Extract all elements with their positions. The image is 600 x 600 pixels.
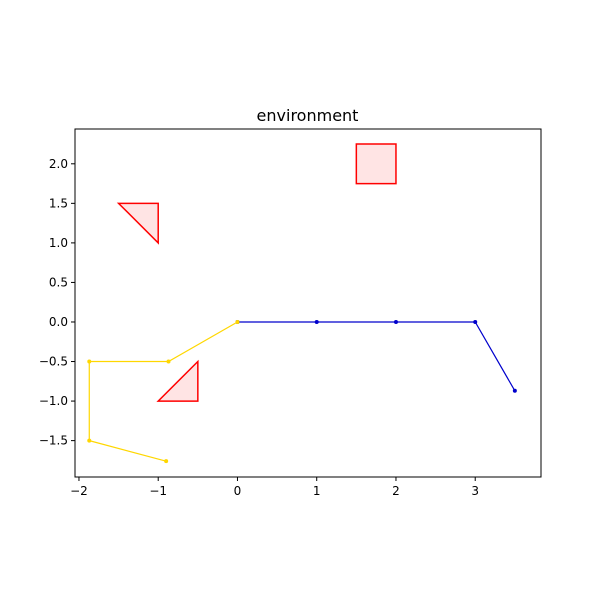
obstacle-triangle-2 (156, 359, 199, 402)
series-0-point-2 (393, 319, 398, 324)
series-1-point-0 (235, 319, 240, 324)
x-tick-label-5: 3 (471, 484, 479, 498)
y-tick-label-5: 1.0 (49, 236, 68, 250)
y-tick-label-7: 2.0 (49, 157, 68, 171)
x-tick-label-4: 2 (392, 484, 400, 498)
y-tick-label-3: 0.0 (49, 315, 68, 329)
obstacle-triangle-1 (116, 202, 159, 245)
x-tick-label-3: 1 (313, 484, 321, 498)
y-tick-label-4: 0.5 (49, 275, 68, 289)
series-0-point-1 (314, 319, 319, 324)
plot-area (74, 128, 542, 478)
y-tick-label-6: 1.5 (49, 196, 68, 210)
series-layer (87, 319, 517, 464)
series-1-point-2 (87, 359, 92, 364)
obstacles (116, 143, 397, 402)
series-1-point-1 (166, 359, 171, 364)
series-0-point-3 (473, 319, 478, 324)
x-axis: −2 −1 0 1 2 3 (70, 477, 479, 498)
series-0-point-4 (512, 388, 517, 393)
chart-title: environment (257, 106, 359, 125)
x-tick-label-2: 0 (234, 484, 242, 498)
plot-frame (74, 128, 542, 478)
y-tick-label-1: −1.0 (39, 394, 68, 408)
obstacle-square-0 (355, 143, 397, 185)
y-tick-label-2: −0.5 (39, 355, 68, 369)
series-1-point-4 (164, 459, 169, 464)
x-tick-label-0: −2 (70, 484, 88, 498)
plot-background (75, 129, 541, 477)
y-tick-label-0: −1.5 (39, 434, 68, 448)
y-axis: −1.5 −1.0 −0.5 0.0 0.5 1.0 1.5 2.0 (39, 157, 75, 448)
series-1-point-3 (87, 438, 92, 443)
x-tick-label-1: −1 (149, 484, 167, 498)
